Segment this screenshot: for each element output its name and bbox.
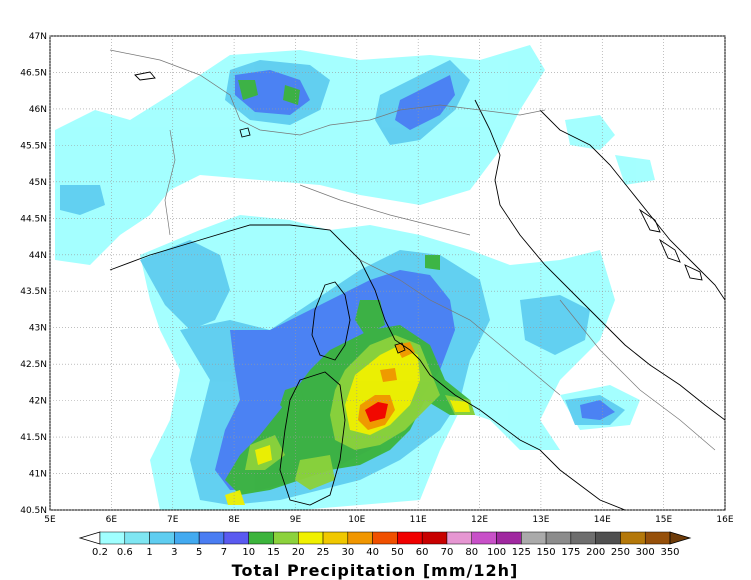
colorbar-label: 7 — [221, 547, 227, 558]
colorbar-label: 0.2 — [92, 547, 108, 558]
colorbar-swatch — [521, 531, 547, 545]
colorbar-label: 100 — [487, 547, 506, 558]
colorbar-swatch — [545, 531, 572, 545]
colorbar-labels: 0.2 0.6 1 3 5 7 10 15 20 25 30 40 50 60 70 80 100 125 150 1… — [92, 547, 680, 558]
lon-tick-label: 9E — [290, 515, 302, 525]
lon-tick-label: 8E — [228, 515, 240, 525]
lon-tick-label: 5E — [44, 515, 56, 525]
colorbar-swatch — [496, 531, 522, 545]
colorbar-swatch — [298, 531, 324, 545]
colorbar-swatch — [99, 531, 126, 545]
colorbar-swatch — [198, 531, 225, 545]
lat-tick-label: 47N — [29, 32, 47, 42]
colorbar-label: 1 — [146, 547, 152, 558]
grid-lines — [49, 35, 726, 511]
lon-tick-label: 6E — [106, 515, 118, 525]
colorbar — [78, 531, 692, 545]
colorbar-label: 15 — [267, 547, 280, 558]
precipitation-field — [55, 45, 655, 510]
colorbar-swatch — [446, 531, 472, 545]
longitude-tick-labels: 5E 6E 7E 8E 9E 10E 11E 12E 13E 14E 15E 16E — [44, 515, 734, 525]
colorbar-label: 20 — [292, 547, 305, 558]
lat-tick-label: 43.5N — [20, 287, 47, 297]
lat-tick-label: 46.5N — [20, 68, 47, 78]
colorbar-swatch — [149, 531, 175, 545]
lat-tick-label: 43N — [29, 324, 47, 334]
colorbar-swatch — [322, 531, 349, 545]
lat-tick-label: 45N — [29, 178, 47, 188]
lat-tick-label: 45.5N — [20, 141, 47, 151]
colorbar-label: 3 — [171, 547, 177, 558]
colorbar-label: 70 — [441, 547, 454, 558]
colorbar-swatch — [397, 531, 423, 545]
country-borders — [109, 49, 716, 451]
colorbar-label: 30 — [341, 547, 354, 558]
colorbar-title: Total Precipitation [mm/12h] — [232, 561, 519, 580]
colorbar-label: 60 — [416, 547, 429, 558]
lon-tick-label: 15E — [655, 515, 672, 525]
lat-tick-label: 42N — [29, 397, 47, 407]
colorbar-swatch — [595, 531, 621, 545]
lon-tick-label: 16E — [716, 515, 733, 525]
lat-tick-label: 40.5N — [20, 506, 47, 516]
colorbar-label: 5 — [196, 547, 202, 558]
colorbar-swatch — [347, 531, 373, 545]
colorbar-label: 40 — [366, 547, 379, 558]
lon-tick-label: 11E — [410, 515, 427, 525]
lon-tick-label: 14E — [594, 515, 611, 525]
colorbar-label: 175 — [561, 547, 580, 558]
colorbar-label: 25 — [317, 547, 330, 558]
colorbar-label: 150 — [537, 547, 556, 558]
colorbar-swatch — [620, 531, 646, 545]
colorbar-label: 125 — [512, 547, 531, 558]
latitude-tick-labels: 47N 46.5N 46N 45.5N 45N 44.5N 44N 43.5N 43N 42.5N… — [20, 32, 47, 516]
colorbar-label: 50 — [391, 547, 404, 558]
lat-tick-label: 44.5N — [20, 214, 47, 224]
colorbar-swatch — [273, 531, 299, 545]
colorbar-swatch — [421, 531, 448, 545]
colorbar-label: 0.6 — [117, 547, 133, 558]
lon-tick-label: 13E — [532, 515, 549, 525]
colorbar-swatch — [223, 531, 249, 545]
lat-tick-label: 42.5N — [20, 360, 47, 370]
colorbar-label: 10 — [242, 547, 255, 558]
colorbar-swatch — [471, 531, 497, 545]
lon-tick-label: 12E — [471, 515, 488, 525]
colorbar-swatch — [248, 531, 274, 545]
colorbar-swatch — [644, 531, 671, 545]
colorbar-swatch — [372, 531, 398, 545]
lat-tick-label: 41.5N — [20, 433, 47, 443]
colorbar-low-arrow — [78, 531, 101, 545]
lat-tick-label: 44N — [29, 251, 47, 261]
colorbar-high-arrow — [669, 531, 692, 545]
lon-tick-label: 7E — [167, 515, 179, 525]
coastlines — [109, 71, 725, 510]
lat-tick-label: 41N — [29, 470, 47, 480]
colorbar-swatch — [124, 531, 150, 545]
colorbar-label: 250 — [611, 547, 630, 558]
lat-tick-label: 46N — [29, 105, 47, 115]
colorbar-label: 300 — [636, 547, 655, 558]
colorbar-swatch — [570, 531, 596, 545]
colorbar-label: 200 — [586, 547, 605, 558]
colorbar-swatch — [174, 531, 200, 545]
colorbar-label: 80 — [465, 547, 478, 558]
colorbar-label: 350 — [660, 547, 679, 558]
lon-tick-label: 10E — [348, 515, 365, 525]
